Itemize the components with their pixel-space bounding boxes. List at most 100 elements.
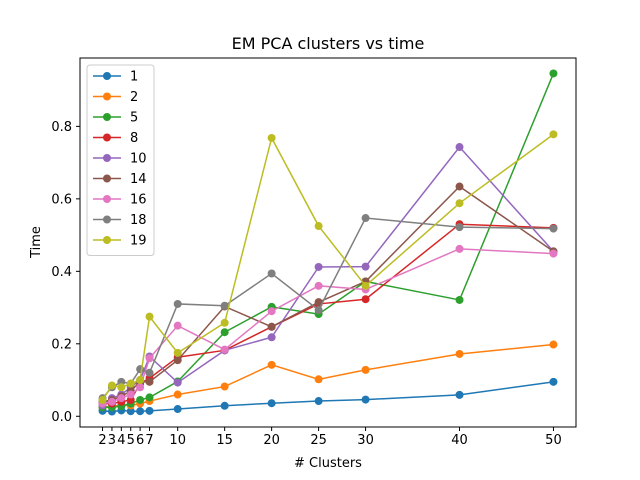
point-18-6 xyxy=(136,365,145,374)
point-5-50 xyxy=(549,69,558,78)
legend-label-19: 19 xyxy=(130,234,147,249)
x-tick-label: 25 xyxy=(310,433,327,448)
point-5-15 xyxy=(220,328,229,337)
point-14-10 xyxy=(173,356,182,365)
axes-frame xyxy=(79,57,577,428)
point-18-20 xyxy=(267,269,276,278)
y-tick-label: 0.6 xyxy=(51,192,72,207)
x-tick-label: 15 xyxy=(216,433,233,448)
legend-marker-2 xyxy=(103,92,111,101)
legend-label-8: 8 xyxy=(130,131,138,146)
legend-label-5: 5 xyxy=(130,111,138,126)
point-14-40 xyxy=(455,182,464,191)
point-16-40 xyxy=(455,244,464,253)
point-1-6 xyxy=(136,407,145,416)
point-2-30 xyxy=(361,365,370,374)
point-14-20 xyxy=(267,322,276,331)
point-16-6 xyxy=(136,383,145,392)
y-tick-label: 0.8 xyxy=(51,120,72,135)
point-19-5 xyxy=(126,379,135,388)
legend-box xyxy=(86,64,155,256)
point-1-7 xyxy=(145,406,154,415)
point-16-15 xyxy=(220,345,229,354)
legend-marker-16 xyxy=(103,195,111,203)
legend-marker-1 xyxy=(103,72,111,80)
point-2-20 xyxy=(267,360,276,369)
point-19-3 xyxy=(107,381,116,390)
point-5-40 xyxy=(455,295,464,304)
point-19-50 xyxy=(549,130,558,139)
x-tick-label: 3 xyxy=(108,433,116,448)
point-18-10 xyxy=(173,299,182,308)
legend-marker-14 xyxy=(103,174,111,183)
point-18-7 xyxy=(145,368,154,377)
x-tick-label: 50 xyxy=(545,433,562,448)
x-tick-label: 6 xyxy=(136,433,144,448)
point-2-50 xyxy=(549,340,558,349)
point-19-20 xyxy=(267,133,276,142)
x-axis: 2 3 4 5 6 7 10 15 20 25 30 40 50 xyxy=(98,427,562,448)
point-2-15 xyxy=(220,382,229,391)
point-18-40 xyxy=(455,223,464,232)
point-10-25 xyxy=(314,262,323,271)
point-10-20 xyxy=(267,333,276,342)
x-tick-label: 10 xyxy=(169,433,186,448)
point-10-10 xyxy=(173,378,182,387)
point-16-7 xyxy=(145,354,154,363)
point-5-7 xyxy=(145,393,154,402)
legend: 1 2 5 8 10 14 16 18 19 xyxy=(86,64,155,256)
point-1-15 xyxy=(220,401,229,410)
point-10-30 xyxy=(361,262,370,271)
point-16-3 xyxy=(107,397,116,406)
x-tick-label: 30 xyxy=(357,433,374,448)
point-19-30 xyxy=(361,281,370,290)
point-19-25 xyxy=(314,222,323,231)
point-14-25 xyxy=(314,298,323,307)
y-tick-label: 0.2 xyxy=(51,337,72,352)
x-tick-label: 20 xyxy=(263,433,280,448)
point-2-10 xyxy=(173,390,182,399)
point-1-5 xyxy=(126,407,135,416)
point-16-10 xyxy=(173,321,182,330)
x-tick-label: 2 xyxy=(98,433,106,448)
x-tick-label: 7 xyxy=(145,433,153,448)
point-5-6 xyxy=(136,395,145,404)
point-1-10 xyxy=(173,405,182,414)
x-tick-label: 5 xyxy=(127,433,135,448)
point-16-25 xyxy=(314,281,323,290)
point-14-7 xyxy=(145,377,154,386)
point-8-30 xyxy=(361,295,370,304)
plot-area xyxy=(98,69,558,416)
point-10-40 xyxy=(455,143,464,152)
x-tick-label: 4 xyxy=(117,433,125,448)
legend-label-1: 1 xyxy=(130,70,138,85)
legend-marker-19 xyxy=(103,236,111,244)
point-19-10 xyxy=(173,348,182,357)
x-tick-label: 40 xyxy=(451,433,468,448)
legend-marker-18 xyxy=(103,215,111,224)
legend-label-18: 18 xyxy=(130,213,147,228)
point-19-40 xyxy=(455,199,464,208)
point-18-25 xyxy=(314,306,323,315)
point-16-50 xyxy=(549,249,558,258)
legend-label-14: 14 xyxy=(130,172,147,187)
point-16-20 xyxy=(267,307,276,316)
point-19-15 xyxy=(220,318,229,327)
x-axis-label: # Clusters xyxy=(294,456,362,471)
y-tick-label: 0.4 xyxy=(51,265,72,280)
point-1-30 xyxy=(361,395,370,404)
point-18-30 xyxy=(361,214,370,223)
point-1-50 xyxy=(549,377,558,386)
point-1-25 xyxy=(314,397,323,406)
point-19-2 xyxy=(98,395,107,404)
point-19-4 xyxy=(117,383,126,392)
y-axis-label: Time xyxy=(29,226,44,259)
point-1-40 xyxy=(455,390,464,399)
point-2-40 xyxy=(455,349,464,358)
y-tick-label: 0.0 xyxy=(51,410,72,425)
legend-label-2: 2 xyxy=(130,90,138,105)
point-18-50 xyxy=(549,224,558,233)
legend-marker-5 xyxy=(103,113,111,121)
legend-label-16: 16 xyxy=(130,193,147,208)
